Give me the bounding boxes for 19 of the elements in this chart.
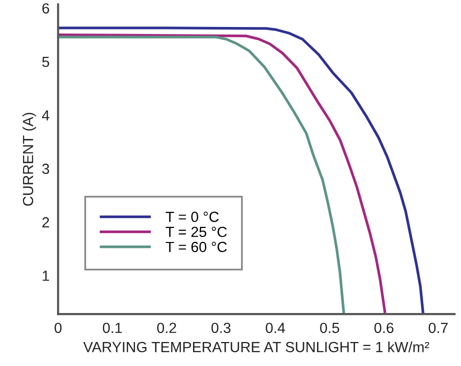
- x-tick-label: 0.5: [320, 322, 340, 334]
- legend-label: T = 60 °C: [166, 242, 227, 252]
- x-axis-title: VARYING TEMPERATURE AT SUNLIGHT = 1 kW/m²: [83, 342, 430, 352]
- x-tick-label: 0.3: [211, 322, 231, 334]
- x-tick-label: 0.6: [374, 322, 394, 334]
- legend-label: T = 0 °C: [166, 212, 219, 222]
- x-tick-label: 0: [54, 322, 62, 334]
- x-tick-label: 0.2: [157, 322, 176, 334]
- y-tick-label: 2: [42, 217, 50, 228]
- y-axis-title: CURRENT (A): [22, 112, 36, 206]
- y-tick-label: 4: [42, 110, 50, 120]
- y-tick-label: 1: [42, 270, 50, 281]
- y-tick-label: 5: [42, 56, 50, 68]
- y-tick-label: 3: [42, 164, 50, 174]
- x-tick-label: 0.1: [102, 322, 122, 334]
- x-tick-label: 0.4: [266, 322, 286, 334]
- legend-label: T = 25 °C: [166, 226, 227, 238]
- x-tick-label: 0.7: [428, 322, 448, 334]
- y-tick-label: 6: [42, 3, 50, 14]
